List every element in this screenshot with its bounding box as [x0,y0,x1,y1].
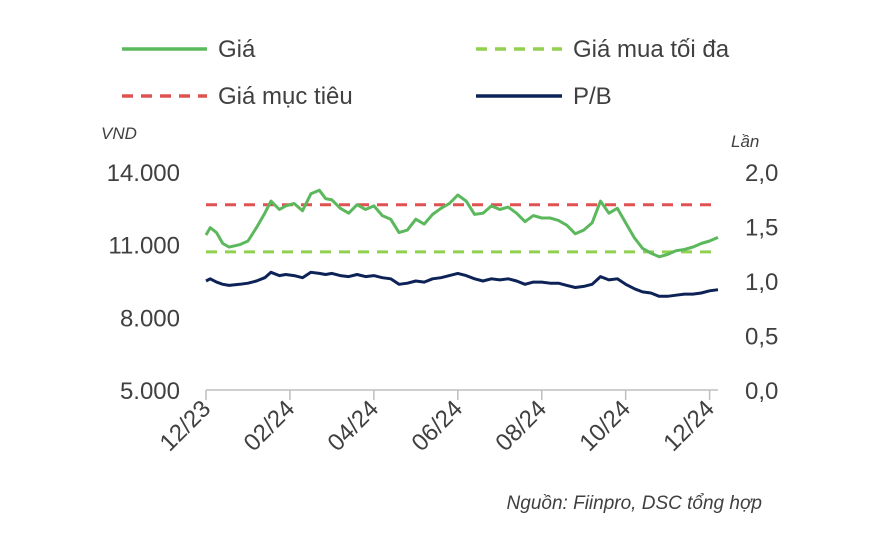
y-right-tick-label: 2,0 [745,160,778,187]
legend-label-price: Giá [218,36,256,63]
series-line-pb [205,270,719,298]
series-layer [204,188,719,298]
legend-label-target: Giá mục tiêu [218,83,353,110]
legend-label-buy-max: Giá mua tối đa [573,36,730,63]
series-line-price [204,188,719,259]
y-right-unit-label: Lần [731,132,759,151]
y-right-tick-label: 0,0 [745,378,778,405]
x-tick-label: 12/24 [658,395,720,457]
x-tick-label: 04/24 [323,395,385,457]
x-ticks: 12/23 02/24 04/24 06/24 08/24 10/24 12/24 [155,390,720,457]
y-right-ticks: 0,0 0,5 1,0 1,5 2,0 [745,160,778,405]
x-tick-label: 10/24 [574,395,636,457]
x-tick-label: 08/24 [490,395,552,457]
x-tick-label: 02/24 [239,395,301,457]
y-left-tick-label: 5.000 [120,378,180,405]
y-right-tick-label: 1,5 [745,215,778,242]
y-left-ticks: 5.000 8.000 11.000 14.000 [107,160,180,405]
y-left-unit-label: VND [101,124,137,143]
y-left-tick-label: 8.000 [120,305,180,332]
legend-label-pb: P/B [573,83,612,110]
source-note: Nguồn: Fiinpro, DSC tổng hợp [507,493,762,514]
y-left-tick-label: 11.000 [108,233,180,260]
legend: Giá Giá mua tối đa Giá mục tiêu P/B [122,36,730,110]
y-left-tick-label: 14.000 [107,160,180,187]
y-right-tick-label: 0,5 [745,324,778,351]
y-right-tick-label: 1,0 [745,269,778,296]
x-tick-label: 06/24 [406,395,468,457]
